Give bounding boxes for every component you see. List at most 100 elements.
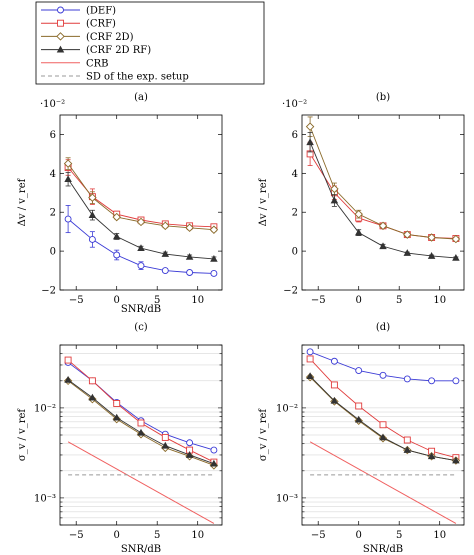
data-point-crf-2d: [305, 122, 315, 131]
x-tick-label: 10: [191, 530, 204, 541]
data-point-crf: [330, 381, 338, 389]
legend-marker-crf-2d-rf: [56, 45, 65, 53]
data-point-crf-2d-rf: [379, 242, 387, 250]
data-point-crf-2d: [161, 221, 170, 231]
series-def: [306, 348, 460, 385]
data-point-crf-2d: [136, 217, 146, 227]
legend-label-crf-2d-rf: (CRF 2D RF): [86, 45, 151, 56]
data-point-crf: [355, 402, 363, 410]
y-tick-label: 2: [50, 208, 56, 219]
data-point-def: [403, 375, 411, 383]
data-point-def: [210, 270, 218, 277]
panel-label: (d): [376, 322, 390, 333]
series-crf-2d-rf: [64, 171, 218, 262]
series-def: [64, 358, 218, 454]
data-point-crf-2d-rf: [185, 451, 194, 458]
data-point-crf-2d-rf: [427, 452, 436, 460]
x-tick-label: −5: [311, 295, 326, 306]
axes-frame: [301, 344, 465, 526]
data-point-crf-2d: [63, 159, 73, 168]
x-tick-label: 5: [396, 530, 402, 541]
data-point-def: [137, 262, 145, 270]
y-tick-label: −2: [283, 286, 298, 297]
legend-marker-def: [57, 6, 64, 14]
legend-label-sd-of-the-exp-setup: SD of the exp. setup: [86, 72, 189, 83]
x-tick-label: 10: [191, 295, 204, 306]
panel-b: −5 0 5 10 −2 0 2 4 6 ·10⁻² (b) Δv / v_ref: [258, 92, 465, 306]
x-tick-label: 10: [433, 295, 446, 306]
y-axis-label-group: Δv / v_ref: [258, 177, 269, 226]
x-tick-label: 5: [154, 295, 160, 306]
series-crf-2d-rf: [64, 375, 218, 467]
data-point-def: [186, 269, 194, 276]
series-crf-2d: [63, 157, 219, 234]
x-tick-label: 5: [154, 530, 160, 541]
data-point-crf: [403, 436, 411, 444]
series-crf-2d: [305, 372, 461, 465]
data-point-crf-2d-rf: [403, 249, 412, 256]
data-point-crf: [113, 400, 121, 407]
series-def: [64, 205, 218, 277]
legend-marker-crf-2d: [56, 32, 65, 41]
y-tick-label: 0: [292, 247, 298, 258]
axes-frame: [301, 114, 465, 291]
y-tick-label: −2: [41, 286, 56, 297]
panel-label: (c): [134, 322, 148, 333]
data-point-crf-2d-rf: [354, 415, 363, 423]
data-point-crf-2d-rf: [452, 456, 460, 464]
data-point-def: [186, 439, 194, 447]
data-point-crf-2d-rf: [137, 244, 145, 252]
data-point-crf-2d: [185, 223, 194, 233]
x-axis-label: SNR/dB: [121, 304, 161, 315]
data-point-crf-2d-rf: [427, 252, 436, 259]
legend-box: [35, 1, 265, 85]
y-exponent-label: ·10⁻²: [40, 99, 65, 110]
y-exponent-label: ·10⁻²: [282, 99, 307, 110]
y-axis-label: σ_v / v_ref: [17, 408, 28, 462]
axes-frame: [59, 344, 223, 526]
data-point-crf-2d-rf: [306, 372, 314, 380]
series-line-crb: [67, 441, 215, 524]
data-point-crf: [88, 377, 96, 385]
y-axis-label-group: σ_v / v_ref: [17, 408, 28, 462]
data-point-crf-2d-rf: [306, 138, 314, 146]
data-point-def: [88, 235, 96, 243]
data-point-def: [161, 267, 169, 275]
panel-a: −5 0 5 10 −2 0 2 4 6 ·10⁻² (a) SNR/dB Δv / v_ref: [17, 92, 223, 315]
data-point-crf-2d-rf: [185, 253, 194, 260]
series-crf-2d-rf: [306, 372, 460, 464]
series-crf: [306, 355, 460, 462]
data-point-def: [306, 348, 314, 356]
data-point-crf-2d-rf: [330, 396, 339, 404]
data-point-crf: [379, 421, 387, 429]
y-axis-label: Δv / v_ref: [17, 177, 28, 226]
legend-marker-crf: [57, 19, 64, 27]
data-point-crf-2d: [88, 193, 97, 202]
data-point-crf-2d-rf: [112, 413, 121, 421]
data-point-crf-2d-rf: [88, 393, 97, 401]
axes-frame: [59, 114, 223, 291]
data-point-crf-2d-rf: [210, 254, 218, 262]
data-point-crf-2d: [451, 234, 461, 244]
data-point-crf: [64, 356, 72, 364]
series-crf: [64, 356, 218, 466]
data-point-crf-2d-rf: [403, 446, 412, 453]
data-point-crf: [306, 355, 314, 363]
x-tick-label: 0: [114, 295, 120, 306]
data-point-crf-2d-rf: [354, 228, 363, 236]
series-crf-2d: [305, 116, 461, 244]
data-point-crf-2d-rf: [64, 375, 72, 383]
y-axis-label-group: Δv / v_ref: [17, 177, 28, 226]
x-tick-label: 0: [356, 295, 362, 306]
data-point-crf-2d: [427, 233, 436, 242]
data-point-crf-2d-rf: [330, 196, 339, 204]
data-point-crf-2d-rf: [161, 250, 170, 257]
data-point-crf-2d-rf: [452, 253, 460, 261]
legend-label-def: (DEF): [86, 6, 116, 17]
data-point-crf-2d: [378, 221, 388, 231]
data-point-crf-2d: [330, 184, 339, 194]
data-point-def: [428, 377, 436, 385]
panel-label: (a): [134, 92, 148, 103]
y-tick-label: 10⁻²: [34, 403, 56, 414]
y-tick-label: 10⁻³: [276, 493, 298, 504]
